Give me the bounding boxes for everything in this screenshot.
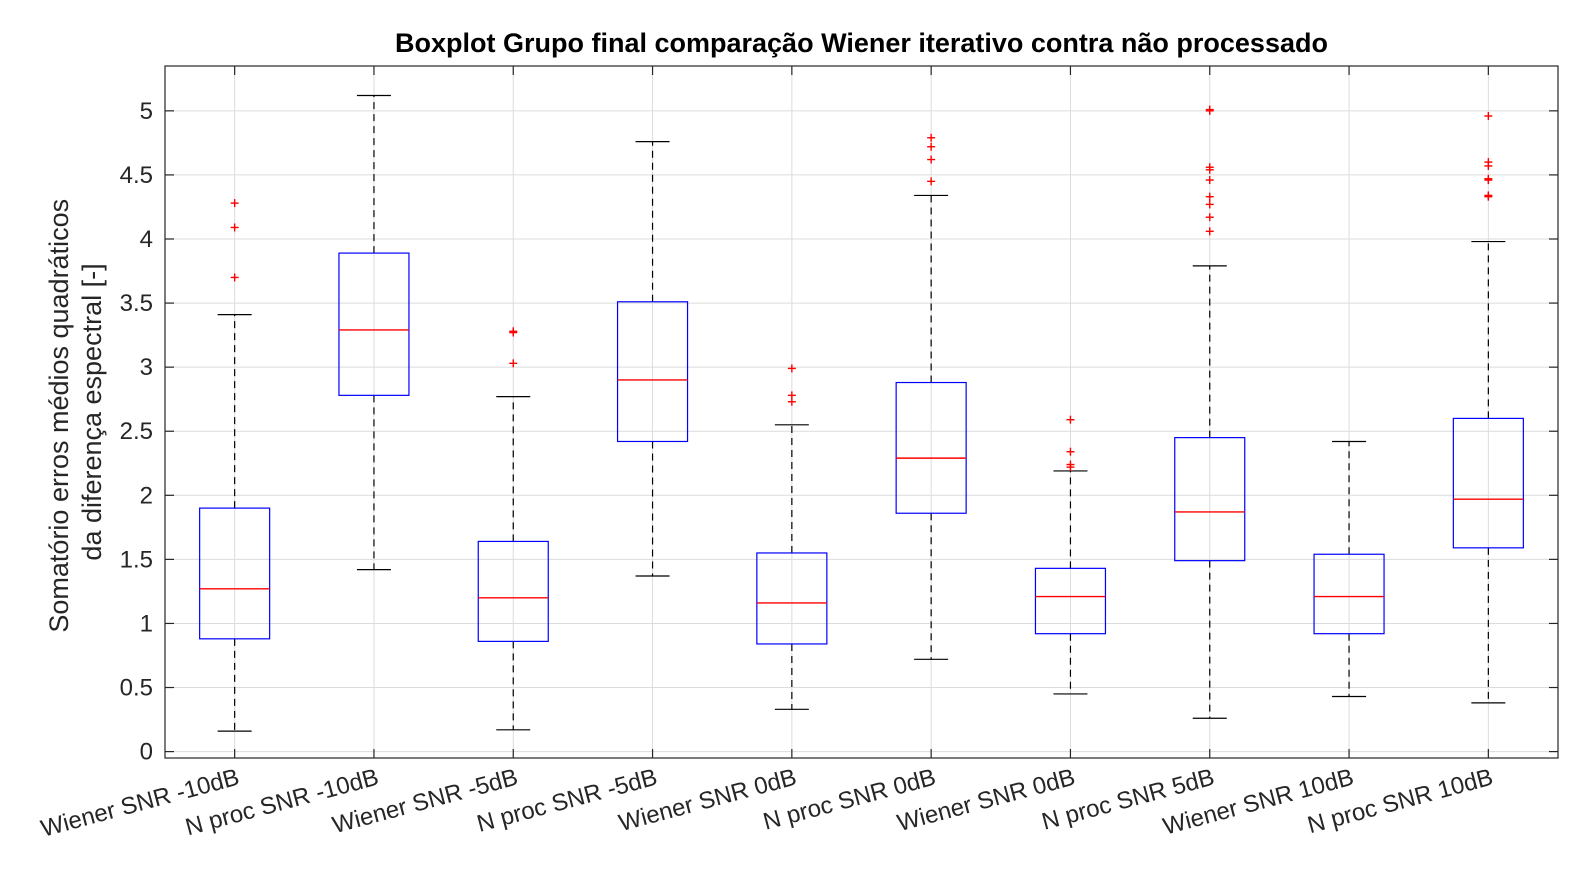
y-tick-label: 2: [140, 482, 153, 509]
outlier-marker: [1484, 174, 1493, 183]
outlier-marker: [1205, 105, 1214, 114]
box-8: [1174, 105, 1246, 719]
outlier-marker: [787, 391, 796, 400]
y-tick-label: 0.5: [120, 675, 153, 702]
box-3: [477, 327, 549, 731]
outlier-marker: [1066, 460, 1075, 469]
y-tick-label: 0: [140, 739, 153, 766]
outlier-marker: [1205, 213, 1214, 222]
box-6: [895, 133, 967, 660]
outlier-marker: [1205, 163, 1214, 172]
y-axis-label-line-2: da diferença espectral [-]: [77, 263, 107, 560]
outlier-marker: [230, 199, 239, 208]
outlier-marker: [509, 327, 518, 336]
outlier-marker: [509, 359, 518, 368]
outlier-marker: [1066, 415, 1075, 424]
iqr-box: [895, 381, 967, 514]
plot-area-frame: [164, 65, 1559, 759]
y-axis-label: Somatório erros médios quadráticos da di…: [44, 191, 107, 632]
iqr-box: [616, 301, 689, 443]
iqr-box: [199, 507, 271, 640]
y-tick-label: 2.5: [120, 418, 153, 445]
iqr-box: [477, 540, 549, 642]
outlier-marker: [927, 142, 936, 151]
outlier-marker: [230, 223, 239, 232]
box-2: [338, 94, 410, 571]
outlier-marker: [927, 177, 936, 186]
box-4: [616, 141, 689, 577]
box-9: [1313, 440, 1385, 698]
y-axis-label-line-1: Somatório erros médios quadráticos: [44, 199, 74, 633]
box-5: [756, 364, 828, 710]
chart-title: Boxplot Grupo final comparação Wiener it…: [395, 28, 1328, 58]
y-tick-label: 3.5: [120, 290, 153, 317]
iqr-box: [1034, 567, 1107, 635]
box-10: [1452, 111, 1524, 704]
iqr-box: [1174, 437, 1246, 562]
y-tick-label: 1.5: [120, 546, 153, 573]
outlier-marker: [1484, 158, 1493, 167]
outlier-marker: [230, 273, 239, 282]
outlier-marker: [1484, 111, 1493, 120]
outlier-marker: [1484, 191, 1493, 200]
outlier-marker: [1205, 200, 1214, 209]
outlier-marker: [1066, 447, 1075, 456]
box-1: [199, 199, 271, 732]
y-axis-ticks: 0 0.5 1 1.5 2 2.5 3 3.5 4 4.5 5: [120, 98, 1558, 766]
box-7: [1034, 415, 1107, 695]
outlier-marker: [1205, 192, 1214, 201]
grid-layer: [165, 66, 1558, 758]
outlier-marker: [1205, 227, 1214, 236]
y-tick-label: 5: [140, 98, 153, 125]
y-tick-label: 1: [140, 610, 153, 637]
outlier-marker: [1205, 176, 1214, 185]
iqr-box: [338, 252, 410, 396]
outlier-marker: [927, 155, 936, 164]
y-tick-label: 4.5: [120, 162, 153, 189]
boxes-layer: [199, 94, 1524, 732]
iqr-box: [756, 552, 828, 645]
outlier-marker: [927, 133, 936, 142]
iqr-box: [1452, 417, 1524, 549]
y-tick-label: 3: [140, 354, 153, 381]
y-tick-label: 4: [140, 226, 153, 253]
iqr-box: [1313, 553, 1385, 635]
outlier-marker: [787, 364, 796, 373]
